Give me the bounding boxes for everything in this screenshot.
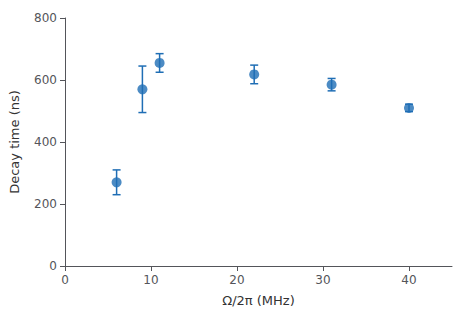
svg-text:40: 40: [401, 273, 416, 287]
svg-text:10: 10: [143, 273, 158, 287]
svg-text:30: 30: [315, 273, 330, 287]
svg-text:Decay time (ns): Decay time (ns): [7, 90, 22, 194]
svg-text:0: 0: [49, 259, 57, 273]
svg-text:400: 400: [34, 135, 57, 149]
svg-text:600: 600: [34, 73, 57, 87]
svg-text:Ω/2π (MHz): Ω/2π (MHz): [222, 293, 295, 308]
svg-text:200: 200: [34, 197, 57, 211]
svg-text:20: 20: [229, 273, 244, 287]
svg-text:0: 0: [61, 273, 69, 287]
svg-text:800: 800: [34, 11, 57, 25]
